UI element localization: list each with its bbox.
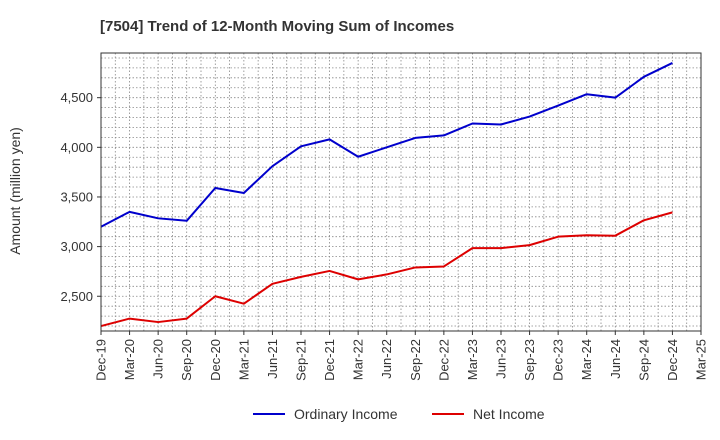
series-line-ordinary-income xyxy=(100,62,673,228)
grid xyxy=(101,53,701,331)
x-tick-label: Jun-20 xyxy=(151,339,166,379)
x-tick-label: Sep-22 xyxy=(408,339,423,381)
x-tick-label: Dec-19 xyxy=(94,339,109,381)
y-tick-label: 3,000 xyxy=(60,239,93,254)
x-tick-label: Mar-24 xyxy=(579,339,594,380)
x-tick-label: Sep-24 xyxy=(636,339,651,381)
plot-border xyxy=(100,52,702,332)
legend: Ordinary Income Net Income xyxy=(253,406,545,422)
x-tick-label: Mar-23 xyxy=(465,339,480,380)
y-tick-label: 3,500 xyxy=(60,189,93,204)
series-group xyxy=(100,62,673,328)
x-tick-label: Dec-24 xyxy=(665,339,680,381)
plot-area xyxy=(101,53,701,331)
x-tick-label: Dec-21 xyxy=(322,339,337,381)
x-tick-label: Jun-21 xyxy=(265,339,280,379)
x-tick-label: Mar-22 xyxy=(351,339,366,380)
x-tick-label: Sep-23 xyxy=(522,339,537,381)
x-tick-label: Jun-22 xyxy=(379,339,394,379)
x-tick-label: Sep-20 xyxy=(179,339,194,381)
y-tick-label: 2,500 xyxy=(60,289,93,304)
y-axis: 2,500 3,000 3,500 4,000 4,500 xyxy=(60,90,101,304)
y-tick-label: 4,000 xyxy=(60,140,93,155)
x-tick-label: Dec-23 xyxy=(551,339,566,381)
x-tick-label: Dec-22 xyxy=(436,339,451,381)
x-tick-label: Mar-25 xyxy=(694,339,709,380)
x-tick-label: Jun-23 xyxy=(494,339,509,379)
chart-title: [7504] Trend of 12-Month Moving Sum of I… xyxy=(100,18,454,35)
legend-label-net-income: Net Income xyxy=(473,406,545,422)
x-tick-label: Sep-21 xyxy=(294,339,309,381)
x-axis: Dec-19 Mar-20 Jun-20 Sep-20 Dec-20 Mar-21 Jun-… xyxy=(94,331,709,381)
x-tick-label: Jun-24 xyxy=(608,339,623,379)
legend-label-ordinary-income: Ordinary Income xyxy=(294,406,398,422)
y-axis-label: Amount (million yen) xyxy=(7,127,23,255)
series-line-net-income xyxy=(100,211,673,328)
x-tick-label: Mar-21 xyxy=(236,339,251,380)
y-tick-label: 4,500 xyxy=(60,90,93,105)
x-tick-label: Mar-20 xyxy=(122,339,137,380)
x-tick-label: Dec-20 xyxy=(208,339,223,381)
